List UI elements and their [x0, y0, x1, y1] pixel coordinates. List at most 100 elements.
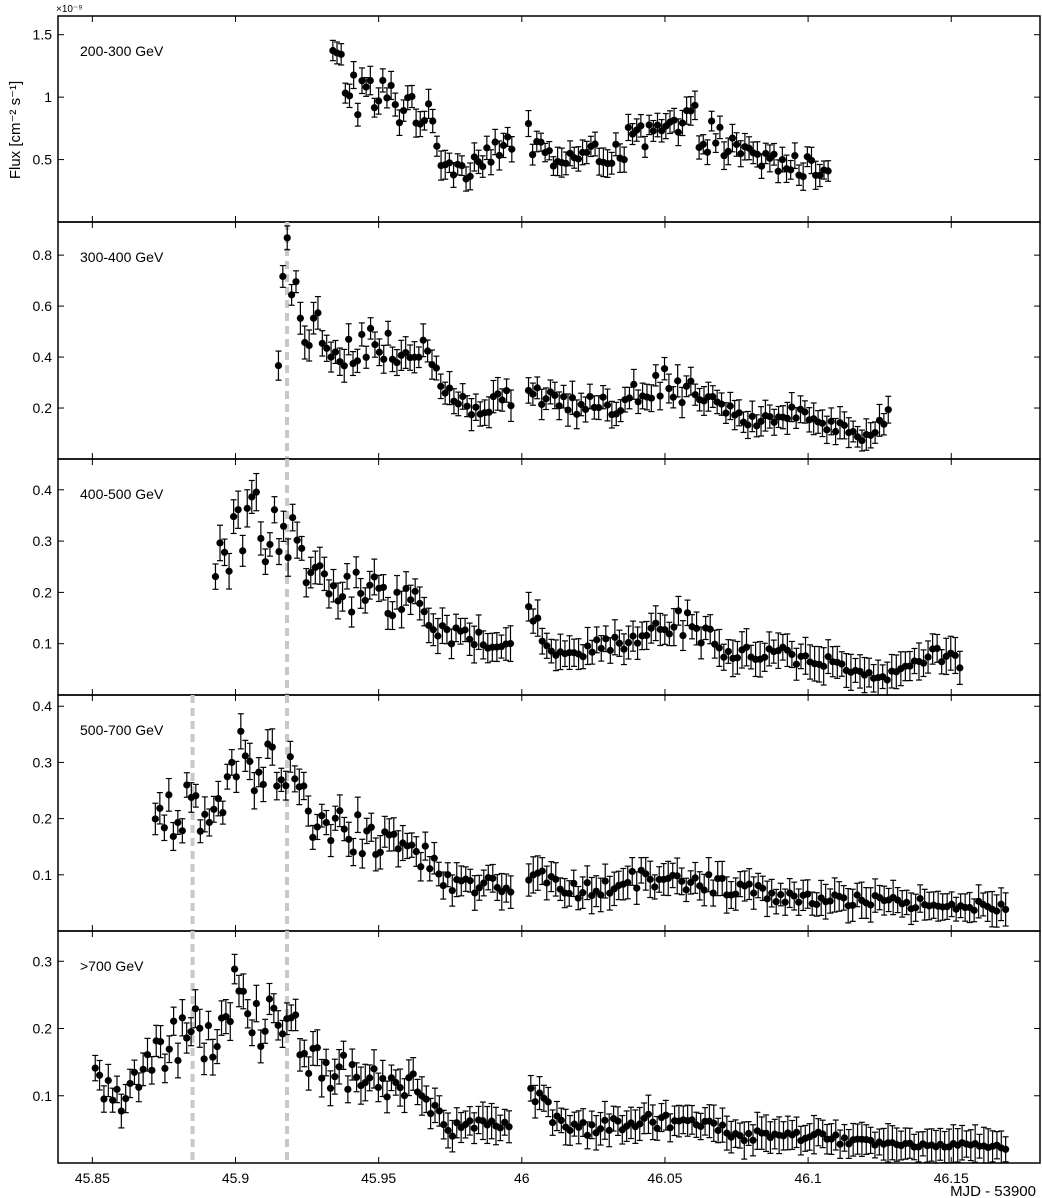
y-tick-label: 0.3 [33, 533, 53, 549]
panel-5: 0.1 0.2 0.3 >700 GeV [33, 930, 1041, 1164]
data-point [824, 653, 832, 661]
data-point [919, 659, 928, 667]
data-point [196, 1024, 204, 1032]
data-point [791, 152, 799, 160]
data-point [819, 1130, 827, 1138]
data-point [461, 626, 469, 634]
data-point [599, 393, 607, 401]
data-point [649, 127, 657, 135]
data-point [531, 1098, 539, 1106]
data-point [219, 809, 227, 817]
data-point [507, 402, 515, 410]
data-point [345, 335, 353, 343]
data-point [583, 879, 591, 887]
data-point [700, 886, 708, 894]
data-point [601, 1116, 609, 1124]
data-point [553, 1112, 561, 1120]
data-point [393, 358, 401, 367]
data-point [736, 1131, 744, 1140]
data-point [840, 421, 848, 429]
data-point [924, 653, 932, 661]
data-point [331, 348, 340, 356]
data-point [606, 889, 614, 897]
data-point [602, 635, 610, 643]
data-point [620, 156, 628, 164]
data-point [223, 773, 231, 781]
data-point [327, 836, 335, 845]
data-point [735, 409, 743, 417]
data-point [761, 653, 769, 661]
data-point [573, 410, 581, 418]
data-point [687, 377, 695, 385]
data-point [277, 776, 285, 784]
data-point [174, 1056, 182, 1065]
data-point [340, 362, 348, 370]
y-tick-label: 0.4 [33, 698, 53, 714]
panel-energy-label: 400-500 GeV [80, 486, 164, 502]
data-point [838, 660, 846, 668]
data-point [432, 364, 440, 372]
data-point [201, 810, 209, 818]
data-point [216, 539, 224, 547]
panel-frame [57, 221, 1041, 460]
data-point [948, 900, 956, 908]
data-point [454, 400, 462, 408]
data-point [699, 140, 707, 148]
data-point [191, 1005, 200, 1013]
data-point [400, 106, 408, 115]
data-point [674, 128, 682, 136]
data-point [624, 878, 632, 887]
data-point [350, 71, 358, 79]
data-point [391, 100, 399, 109]
data-point [884, 406, 892, 414]
data-point [612, 140, 620, 148]
data-point [737, 150, 745, 158]
data-point [394, 845, 402, 853]
data-point [300, 782, 308, 790]
data-point [597, 644, 605, 652]
x-tick-label: 46 [514, 1170, 530, 1186]
data-point [358, 330, 366, 339]
data-point [396, 1083, 404, 1092]
data-point [296, 314, 304, 322]
data-point [241, 752, 249, 760]
y-tick-label: 0.6 [33, 298, 53, 314]
data-point [334, 597, 342, 605]
data-point [376, 848, 384, 856]
data-point [601, 877, 609, 885]
data-point [728, 134, 737, 142]
panels-group: 0.5 1 1.5 200-300 GeV 0.2 0.4 0.6 0.8 300-400 Ge… [33, 15, 1041, 1186]
data-point [552, 875, 560, 883]
data-point [248, 493, 256, 501]
data-point [687, 107, 695, 115]
data-point [565, 889, 573, 898]
data-point [591, 140, 599, 148]
data-point [762, 1129, 770, 1137]
data-point [480, 879, 488, 887]
data-point [367, 823, 375, 831]
data-point [313, 823, 321, 831]
data-point [705, 871, 713, 879]
data-point [354, 111, 362, 119]
data-point [724, 647, 732, 656]
data-point [493, 883, 501, 892]
data-point [148, 1066, 156, 1074]
data-point [826, 897, 834, 905]
data-point [596, 1125, 605, 1133]
data-point [733, 654, 742, 662]
data-point [459, 392, 467, 401]
data-point [421, 842, 429, 850]
data-point [335, 1063, 343, 1071]
data-point [383, 94, 391, 102]
data-point [691, 101, 699, 109]
x-tick-label: 45.9 [222, 1170, 249, 1186]
data-point [617, 407, 625, 415]
data-point [345, 835, 353, 843]
data-point [165, 791, 173, 799]
data-point [697, 639, 705, 647]
data-point [849, 427, 857, 436]
data-point [366, 76, 374, 85]
data-point [412, 847, 420, 856]
data-point [156, 804, 164, 812]
data-point [358, 77, 366, 85]
